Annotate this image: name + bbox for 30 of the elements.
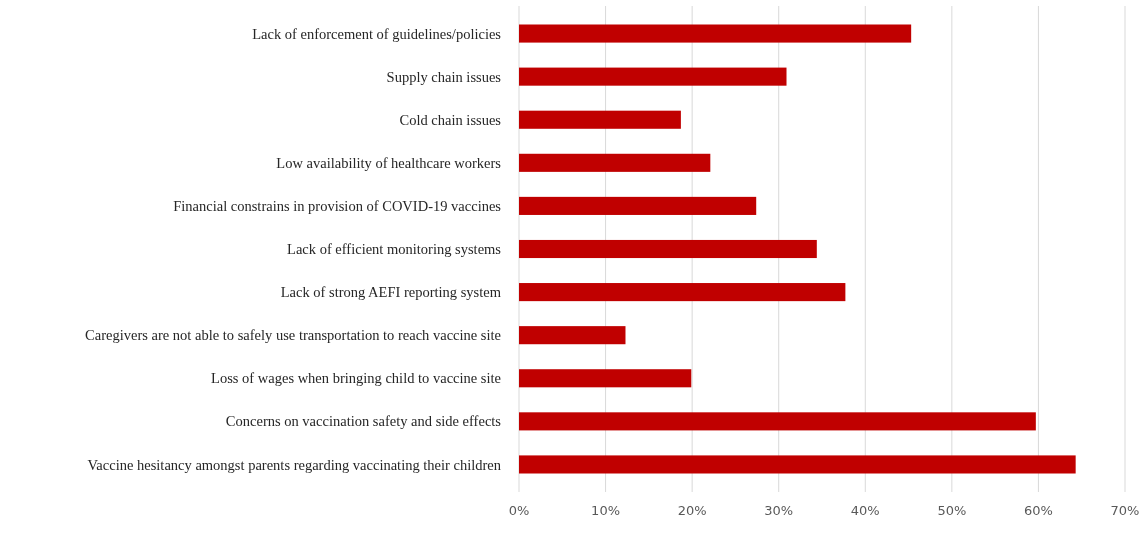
bar	[519, 283, 846, 302]
y-tick-label: Supply chain issues	[386, 68, 502, 85]
bar	[519, 455, 1076, 474]
y-tick-label: Caregivers are not able to safely use transportation to reach vaccine site	[85, 327, 501, 344]
bar	[519, 412, 1036, 431]
bar	[519, 153, 711, 172]
y-tick-label: Lack of enforcement of guidelines/policies	[252, 25, 502, 42]
y-tick-label: Financial constrains in provision of COVID-19 vaccines	[173, 197, 502, 214]
y-tick-label: Low availability of healthcare workers	[276, 154, 502, 171]
bar	[519, 110, 681, 129]
y-tick-label: Cold chain issues	[399, 111, 502, 128]
bar	[519, 24, 912, 43]
x-tick-label: 70%	[1110, 503, 1140, 518]
x-tick-label: 20%	[677, 503, 707, 518]
bar	[519, 239, 817, 259]
x-tick-label: 40%	[850, 503, 880, 518]
x-tick-label: 60%	[1023, 503, 1053, 518]
y-tick-label: Loss of wages when bringing child to vaccine site	[211, 370, 501, 387]
bar	[519, 326, 626, 345]
y-tick-label: Concerns on vaccination safety and side effects	[225, 413, 502, 430]
x-tick-label: 10%	[591, 503, 621, 518]
x-tick-label: 50%	[937, 503, 967, 518]
bar	[519, 67, 787, 86]
y-tick-label: Lack of efficient monitoring systems	[287, 241, 502, 258]
bar	[519, 369, 692, 388]
x-tick-label: 0%	[508, 503, 530, 518]
bar	[519, 196, 757, 215]
y-tick-label: Lack of strong AEFI reporting system	[280, 284, 502, 301]
x-tick-label: 30%	[764, 503, 794, 518]
y-tick-label: Vaccine hesitancy amongst parents regarding vaccinating their children	[87, 456, 502, 473]
